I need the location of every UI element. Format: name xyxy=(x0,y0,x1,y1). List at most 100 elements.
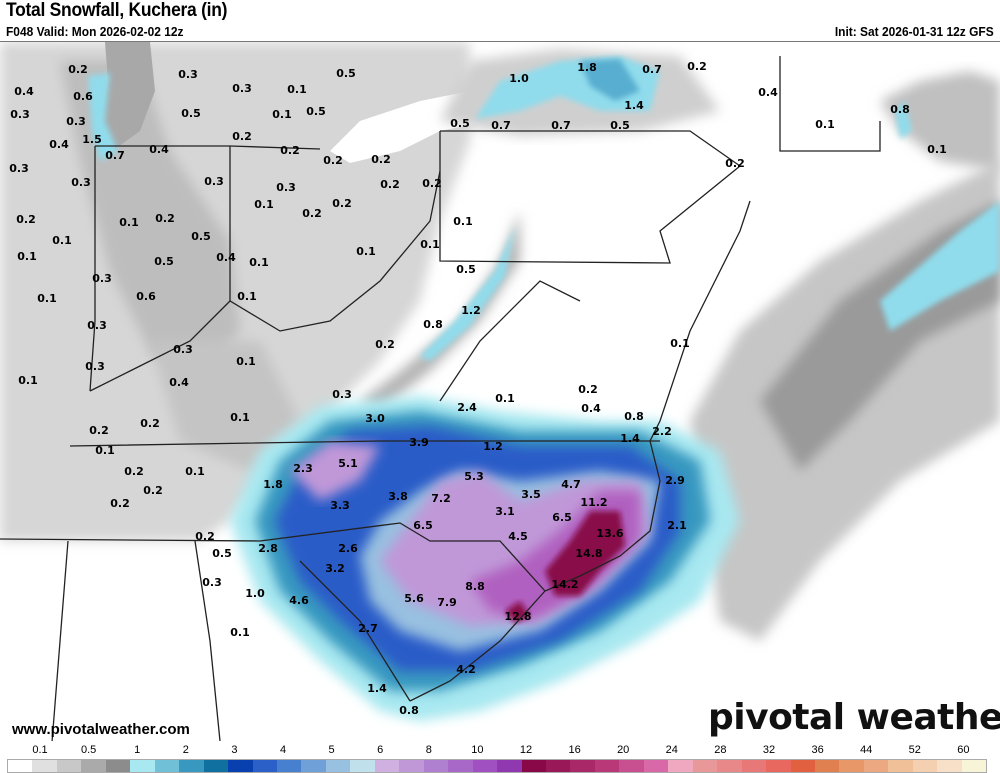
legend-swatch xyxy=(961,760,987,772)
snowfall-value-label: 0.4 xyxy=(581,402,601,415)
snowfall-value-label: 0.5 xyxy=(450,117,470,130)
border-mi-oh-in xyxy=(95,145,321,150)
legend-swatch xyxy=(228,760,253,772)
legend-label: 1 xyxy=(134,744,141,756)
snowfall-value-label: 0.2 xyxy=(195,530,215,543)
snowfall-value-label: 0.2 xyxy=(232,130,252,143)
snowfall-value-label: 0.1 xyxy=(185,465,205,478)
legend-swatch xyxy=(203,760,229,772)
snowfall-value-label: 2.8 xyxy=(258,542,278,555)
snowfall-value-label: 0.3 xyxy=(71,176,91,189)
snowfall-value-label: 0.5 xyxy=(154,255,174,268)
snowfall-value-label: 0.3 xyxy=(9,162,29,175)
legend-swatch xyxy=(105,760,131,772)
snowfall-value-label: 5.1 xyxy=(338,457,358,470)
border-ky-tn xyxy=(69,440,660,447)
legend-label: 4 xyxy=(279,744,287,756)
legend-swatch xyxy=(56,760,82,772)
snowfall-value-label: 0.4 xyxy=(169,376,189,389)
legend-swatch xyxy=(839,760,864,772)
snowfall-value-label: 0.1 xyxy=(17,250,37,263)
snowfall-value-label: 3.1 xyxy=(495,505,515,518)
snowfall-value-label: 0.2 xyxy=(143,484,163,497)
valid-time: F048 Valid: Mon 2026-02-02 12z xyxy=(6,24,184,39)
snowfall-value-label: 0.4 xyxy=(14,85,34,98)
legend-swatch xyxy=(8,760,33,772)
snowfall-value-label: 0.5 xyxy=(306,105,326,118)
snowfall-value-label: 0.7 xyxy=(642,63,662,76)
snowfall-value-label: 0.7 xyxy=(105,149,125,162)
legend-swatch xyxy=(350,760,375,772)
snowfall-value-label: 6.5 xyxy=(413,519,433,532)
snowfall-value-label: 1.5 xyxy=(82,133,102,146)
legend-swatch xyxy=(521,760,546,772)
snowfall-value-label: 14.2 xyxy=(551,578,578,591)
legend-swatch xyxy=(179,760,204,772)
snowfall-value-label: 0.8 xyxy=(890,103,910,116)
init-time: Init: Sat 2026-01-31 12z GFS xyxy=(835,24,994,39)
legend-label: 24 xyxy=(665,744,678,756)
snowfall-value-label: 1.2 xyxy=(461,304,481,317)
snowfall-value-label: 0.3 xyxy=(232,82,252,95)
map-title: Total Snowfall, Kuchera (in) xyxy=(6,0,228,21)
legend-swatch xyxy=(692,760,718,772)
snowfall-value-label: 0.3 xyxy=(332,388,352,401)
snowfall-value-label: 0.4 xyxy=(758,86,778,99)
snowfall-value-label: 0.8 xyxy=(399,704,419,717)
snowfall-value-label: 2.7 xyxy=(358,622,378,635)
snowfall-value-label: 0.1 xyxy=(815,118,835,131)
legend-label: 0.5 xyxy=(80,744,97,756)
snowfall-value-label: 0.2 xyxy=(155,212,175,225)
snowfall-value-label: 3.5 xyxy=(521,488,541,501)
snowfall-value-label: 0.4 xyxy=(49,138,69,151)
snowfall-value-label: 1.8 xyxy=(577,61,597,74)
legend-swatch xyxy=(448,760,473,772)
legend-label: 20 xyxy=(617,744,630,756)
snowfall-value-label: 2.6 xyxy=(338,542,358,555)
legend-swatch xyxy=(497,760,522,772)
legend-swatch xyxy=(423,760,449,772)
legend-swatch xyxy=(863,760,889,772)
snowfall-value-label: 0.1 xyxy=(420,238,440,251)
snowfall-value-label: 0.1 xyxy=(670,337,690,350)
snowfall-value-label: 0.1 xyxy=(119,216,139,229)
legend-swatch xyxy=(374,760,400,772)
snowfall-value-label: 0.3 xyxy=(87,319,107,332)
legend-swatch xyxy=(32,760,57,772)
snowfall-value-label: 0.2 xyxy=(687,60,707,73)
snowfall-value-label: 0.3 xyxy=(204,175,224,188)
legend-label: 8 xyxy=(425,744,432,756)
snowfall-value-label: 0.1 xyxy=(52,234,72,247)
snowfall-value-label: 0.3 xyxy=(66,115,86,128)
border-pa xyxy=(439,130,742,264)
legend-swatch xyxy=(154,760,180,772)
legend-label: 6 xyxy=(377,744,384,756)
legend-swatch xyxy=(888,760,913,772)
snowfall-value-label: 0.1 xyxy=(356,245,376,258)
snowfall-value-label: 8.8 xyxy=(465,580,485,593)
snowfall-value-label: 0.1 xyxy=(249,256,269,269)
border-ms-al xyxy=(51,540,69,742)
snowfall-value-label: 0.8 xyxy=(624,410,644,423)
legend-swatch xyxy=(790,760,815,772)
legend-label: 36 xyxy=(811,744,824,756)
snowfall-value-label: 0.6 xyxy=(136,290,156,303)
source-url[interactable]: www.pivotalweather.com xyxy=(12,721,190,738)
snowfall-value-label: 0.7 xyxy=(491,119,511,132)
snowfall-value-label: 0.3 xyxy=(178,68,198,81)
legend-label: 32 xyxy=(762,744,776,756)
snowfall-point-labels: 0.2 0.3 0.3 0.1 0.5 0.4 0.6 0.5 0.1 0.5 0.3 0.3 0.2 1… xyxy=(9,60,947,717)
border-il-in xyxy=(89,146,96,392)
snowfall-value-label: 0.2 xyxy=(725,157,745,170)
snowfall-value-label: 1.4 xyxy=(624,99,644,112)
snowfall-value-label: 0.3 xyxy=(202,576,222,589)
snowfall-value-label: 2.3 xyxy=(293,462,313,475)
legend-label: 60 xyxy=(957,744,970,756)
snowfall-value-label: 0.6 xyxy=(73,90,93,103)
snowfall-value-label: 4.7 xyxy=(561,478,581,491)
legend-label: 44 xyxy=(860,744,873,756)
legend-swatch xyxy=(643,760,669,772)
snowfall-value-label: 0.1 xyxy=(37,292,57,305)
snowfall-value-label: 5.6 xyxy=(404,592,424,605)
snowfall-value-label: 0.1 xyxy=(453,215,473,228)
